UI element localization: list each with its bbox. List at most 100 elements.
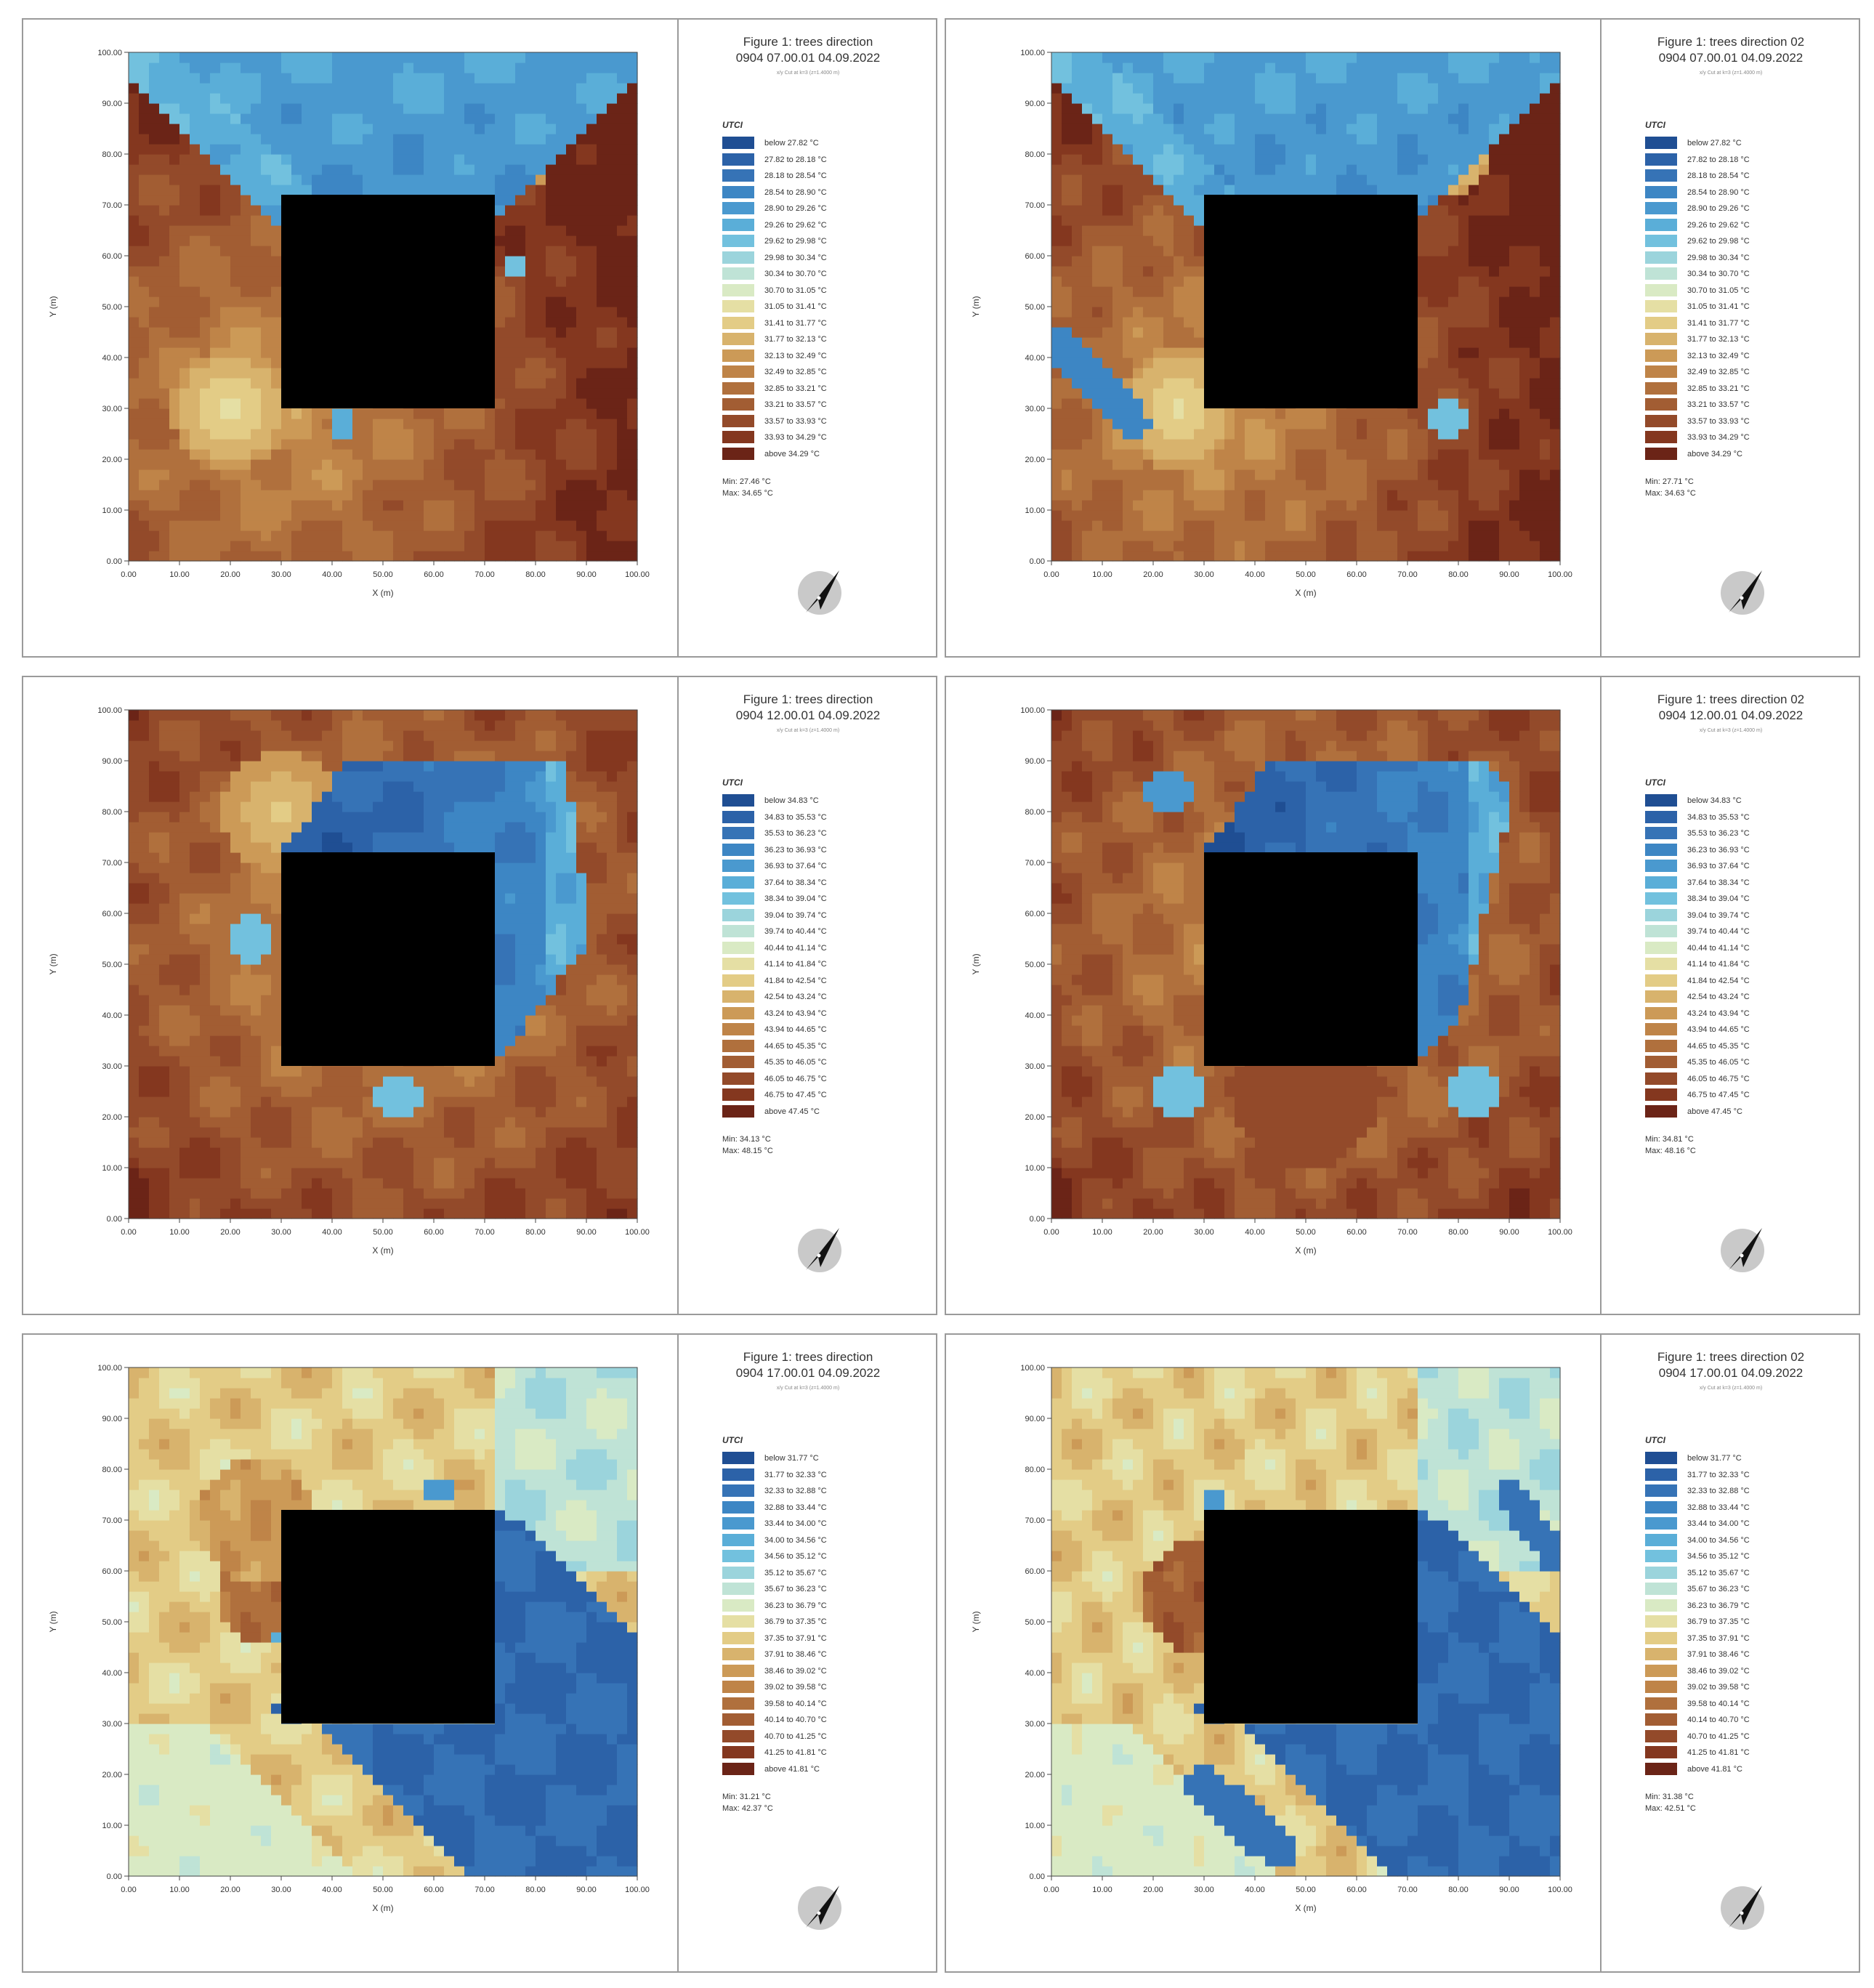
heatmap-cell: [1448, 83, 1459, 94]
heatmap-cell: [1275, 439, 1286, 450]
heatmap-cell: [1163, 368, 1174, 379]
heatmap-cell: [495, 185, 506, 195]
x-tick-label: 40.00: [322, 570, 342, 579]
heatmap-cell: [363, 419, 373, 429]
heatmap-cell: [607, 134, 618, 145]
heatmap-cell: [576, 205, 587, 216]
heatmap-cell: [210, 246, 221, 256]
heatmap-cell: [241, 52, 251, 63]
heatmap-cell: [230, 459, 241, 470]
heatmap-cell: [241, 449, 251, 460]
heatmap-cell: [1479, 246, 1490, 256]
heatmap-cell: [627, 62, 638, 73]
heatmap-cell: [1194, 185, 1205, 195]
heatmap-cell: [220, 185, 231, 195]
heatmap-cell: [505, 388, 516, 399]
heatmap-cell: [607, 225, 618, 236]
heatmap-cell: [190, 530, 201, 541]
heatmap-cell: [373, 174, 384, 185]
heatmap-cell: [1530, 551, 1540, 562]
heatmap-cell: [607, 368, 618, 379]
heatmap-cell: [1407, 73, 1418, 84]
heatmap-cell: [1194, 52, 1205, 63]
heatmap-cell: [393, 480, 404, 490]
heatmap-cell: [1377, 124, 1388, 134]
heatmap-cell: [1123, 439, 1134, 450]
heatmap-cell: [159, 134, 170, 145]
heatmap-cell: [515, 490, 526, 501]
heatmap-cell: [1509, 357, 1520, 368]
heatmap-cell: [1092, 256, 1103, 267]
heatmap-cell: [302, 52, 312, 63]
heatmap-cell: [1051, 530, 1062, 541]
heatmap-cell: [1499, 266, 1510, 277]
heatmap-cell: [556, 144, 567, 155]
heatmap-cell: [1387, 124, 1398, 134]
heatmap-cell: [1214, 83, 1225, 94]
heatmap-cell: [1112, 439, 1123, 450]
heatmap-cell: [1112, 388, 1123, 399]
heatmap-cell: [200, 174, 211, 185]
heatmap-cell: [220, 225, 231, 236]
heatmap-cell: [261, 388, 272, 399]
heatmap-cell: [291, 419, 302, 429]
heatmap-cell: [1530, 317, 1540, 328]
heatmap-cell: [515, 276, 526, 287]
heatmap-cell: [1458, 225, 1469, 236]
heatmap-cell: [1092, 327, 1103, 338]
heatmap-cell: [536, 337, 546, 348]
heatmap-cell: [1316, 52, 1327, 63]
heatmap-cell: [424, 419, 435, 429]
heatmap-cell: [617, 225, 628, 236]
heatmap-cell: [1530, 337, 1540, 348]
heatmap-cell: [1458, 256, 1469, 267]
heatmap-cell: [251, 225, 262, 236]
heatmap-cell: [1184, 500, 1195, 511]
heatmap-cell: [179, 357, 190, 368]
heatmap-cell: [261, 73, 272, 84]
heatmap-cell: [149, 286, 160, 297]
heatmap-cell: [1336, 480, 1347, 490]
heatmap-cell: [1275, 103, 1286, 114]
heatmap-cell: [495, 195, 506, 206]
heatmap-cell: [627, 83, 638, 94]
heatmap-cell: [1519, 530, 1530, 541]
heatmap-cell: [302, 154, 312, 165]
heatmap-cell: [241, 439, 251, 450]
heatmap-cell: [342, 459, 353, 470]
heatmap-cell: [413, 480, 424, 490]
heatmap-cell: [241, 510, 251, 521]
heatmap-cell: [139, 113, 150, 124]
heatmap-cell: [1184, 225, 1195, 236]
heatmap-cell: [1296, 174, 1306, 185]
heatmap-cell: [1255, 469, 1266, 480]
heatmap-cell: [291, 174, 302, 185]
heatmap-cell: [149, 337, 160, 348]
heatmap-cell: [1112, 205, 1123, 216]
heatmap-cell: [586, 62, 597, 73]
heatmap-cell: [352, 449, 363, 460]
heatmap-cell: [1407, 500, 1418, 511]
heatmap-cell: [627, 225, 638, 236]
heatmap-cell: [1285, 541, 1296, 551]
heatmap-cell: [1174, 225, 1184, 236]
heatmap-cell: [1479, 103, 1490, 114]
heatmap-cell: [1123, 256, 1134, 267]
heatmap-cell: [1194, 164, 1205, 175]
heatmap-cell: [576, 541, 587, 551]
heatmap-cell: [342, 510, 353, 521]
heatmap-cell: [536, 398, 546, 409]
heatmap-cell: [1123, 154, 1134, 165]
heatmap-cell: [312, 408, 323, 419]
heatmap-cell: [1479, 388, 1490, 399]
heatmap-cell: [1377, 551, 1388, 562]
heatmap-cell: [556, 459, 567, 470]
heatmap-cell: [1428, 62, 1439, 73]
heatmap-cell: [1224, 134, 1235, 145]
heatmap-cell: [1407, 490, 1418, 501]
heatmap-cell: [1499, 337, 1510, 348]
heatmap-cell: [179, 419, 190, 429]
heatmap-cell: [1112, 307, 1123, 318]
heatmap-cell: [332, 73, 343, 84]
heatmap-cell: [1062, 388, 1073, 399]
